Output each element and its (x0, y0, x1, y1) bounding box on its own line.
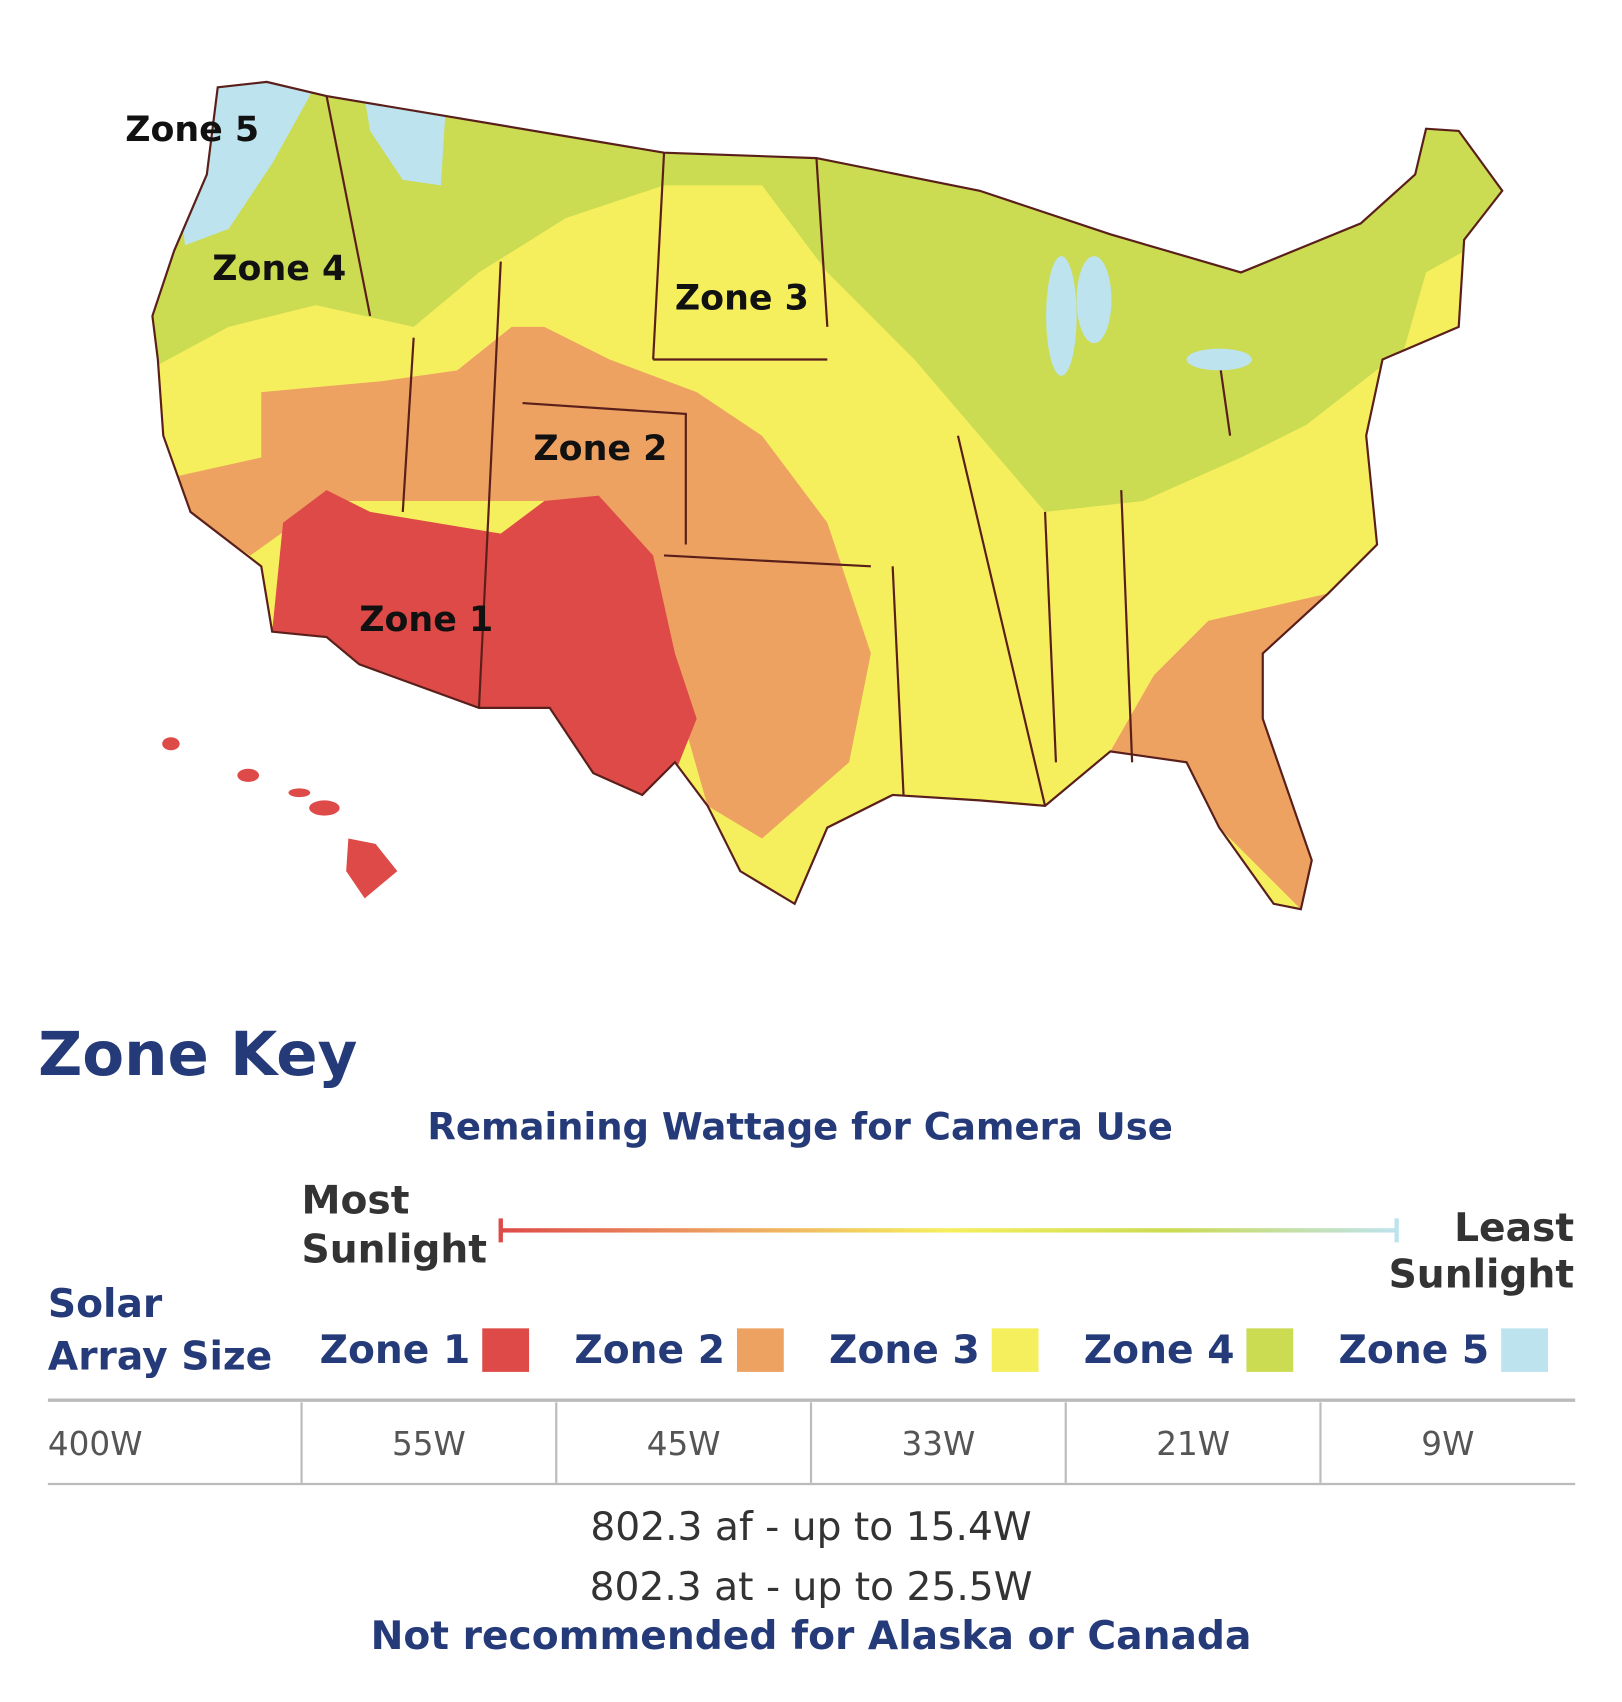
scale-cap (1394, 1218, 1399, 1243)
zone-header: Zone 5 (1339, 1328, 1490, 1373)
state-borders (325, 95, 1232, 807)
table-cell: 33W (901, 1425, 975, 1463)
hawaii (162, 737, 180, 751)
scale-end: Sunlight (1389, 1253, 1575, 1298)
map-label: Zone 1 (359, 600, 493, 640)
lake (1186, 348, 1252, 371)
scale-start: Most (302, 1179, 410, 1224)
note: 802.3 af - up to 15.4W (590, 1505, 1031, 1550)
zone-header: Zone 1 (320, 1328, 471, 1373)
zone-header: Zone 4 (1084, 1328, 1235, 1373)
table-cell: 45W (647, 1425, 721, 1463)
scale-end: Least (1454, 1206, 1574, 1251)
hawaii (346, 838, 398, 899)
zone-2-region (1110, 593, 1329, 910)
scale-start: Sunlight (302, 1228, 487, 1273)
zone-key: Zone Key Remaining Wattage for Camera Us… (38, 1019, 1576, 1486)
zone-swatch (482, 1328, 530, 1372)
table-cell: 9W (1421, 1425, 1474, 1463)
map-label: Zone 3 (675, 279, 809, 319)
hawaii (309, 800, 340, 816)
sunlight-scale (500, 1228, 1397, 1233)
zone-1-region (272, 490, 697, 795)
hawaii (288, 788, 311, 798)
key-subtitle: Remaining Wattage for Camera Use (427, 1106, 1172, 1149)
hawaii (237, 768, 260, 782)
lake (1046, 256, 1077, 376)
table-cell: 55W (392, 1425, 466, 1463)
lake (1076, 256, 1112, 344)
map-label: Zone 4 (212, 249, 346, 289)
scale-cap (498, 1218, 503, 1243)
zone-header: Zone 2 (574, 1328, 725, 1373)
table-cell: 21W (1156, 1425, 1230, 1463)
table-header: Solar (48, 1282, 163, 1327)
zone-2-region (163, 326, 871, 839)
zone-header: Zone 3 (829, 1328, 980, 1373)
note: Not recommended for Alaska or Canada (371, 1614, 1252, 1659)
zone-swatch (736, 1328, 784, 1372)
map-label: Zone 2 (533, 429, 667, 469)
zone-swatch (991, 1328, 1039, 1372)
us-map: Zone 5 Zone 4 Zone 3 Zone 2 Zone 1 (125, 80, 1504, 911)
table-header: Array Size (48, 1334, 272, 1379)
note: 802.3 at - up to 25.5W (590, 1565, 1033, 1610)
table-cell: 400W (48, 1425, 143, 1463)
key-title: Zone Key (38, 1019, 357, 1090)
zone-swatch (1246, 1328, 1294, 1372)
zone-swatch (1501, 1328, 1548, 1372)
map-label: Zone 5 (125, 110, 259, 150)
